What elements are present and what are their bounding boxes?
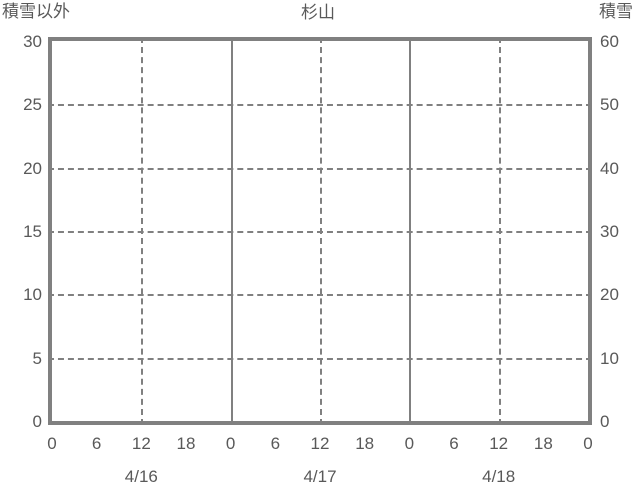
right-axis-title: 積雪 (599, 2, 633, 21)
x-axis-date-label: 4/16 (124, 467, 158, 486)
x-axis-tick-label: 12 (310, 434, 330, 453)
plot-gridlines (48, 37, 592, 425)
left-axis-title: 積雪以外 (2, 2, 70, 21)
x-axis-tick-label: 18 (355, 434, 375, 453)
x-axis-date-label: 4/17 (303, 467, 337, 486)
left-axis-tick-label: 5 (32, 348, 42, 368)
left-axis-tick-label: 25 (23, 95, 42, 115)
right-axis-tick-label: 40 (600, 158, 619, 178)
vertical-gridline (320, 37, 322, 425)
x-axis-tick-label: 0 (404, 434, 415, 453)
left-axis-tick-label: 20 (23, 158, 42, 178)
right-axis-tick-label: 10 (600, 348, 619, 368)
left-axis-tick-label: 15 (23, 222, 42, 241)
day-boundary-gridline (230, 37, 233, 425)
x-axis-tick-label: 0 (225, 434, 236, 453)
right-axis-tick-label: 60 (600, 32, 619, 51)
x-axis-tick-label: 12 (489, 434, 509, 453)
x-axis-tick-label: 12 (131, 434, 151, 453)
chart-title: 杉山 (301, 3, 335, 22)
x-axis-tick-label: 18 (176, 434, 196, 453)
plot-area (48, 37, 592, 425)
right-axis-tick-label: 30 (600, 222, 619, 241)
vertical-gridline (498, 37, 501, 425)
left-axis-tick-label: 0 (32, 412, 42, 431)
x-axis-date-label: 4/18 (482, 467, 516, 486)
right-axis-tick-label: 20 (600, 285, 619, 305)
x-axis-tick-label: 0 (583, 434, 593, 453)
x-axis-tick-label: 18 (533, 434, 553, 453)
left-axis-tick-label: 30 (23, 32, 42, 51)
right-axis-tick-label: 0 (600, 412, 610, 431)
x-axis-tick-label: 6 (449, 434, 459, 453)
x-axis-tick-label: 0 (47, 434, 57, 453)
x-axis-tick-label: 6 (91, 434, 102, 453)
left-axis-tick-label: 10 (23, 285, 42, 305)
vertical-gridline (141, 37, 144, 425)
x-axis-tick-label: 6 (270, 434, 281, 453)
day-boundary-gridline (409, 37, 412, 425)
right-axis-tick-label: 50 (600, 95, 619, 115)
